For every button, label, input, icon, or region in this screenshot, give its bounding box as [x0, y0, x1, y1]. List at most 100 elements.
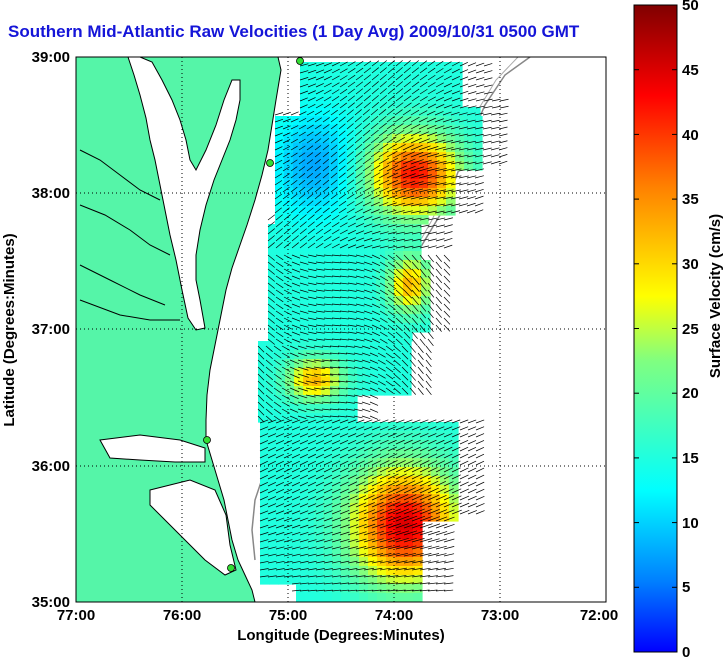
velocity-vector — [379, 523, 393, 529]
velocity-vector — [330, 165, 338, 172]
velocity-cell — [359, 467, 369, 477]
velocity-vector — [345, 359, 355, 362]
velocity-vector — [410, 144, 423, 151]
velocity-cell — [285, 341, 295, 351]
velocity-vector — [331, 524, 342, 529]
velocity-cell — [269, 467, 279, 477]
velocity-vector — [409, 380, 416, 388]
velocity-vector — [323, 96, 332, 102]
velocity-cell — [413, 548, 423, 558]
velocity-vector — [339, 215, 348, 221]
velocity-vector — [345, 401, 355, 404]
velocity-vector — [315, 338, 325, 341]
velocity-vector — [443, 474, 454, 480]
velocity-cell — [331, 305, 341, 315]
velocity-cell — [426, 98, 436, 108]
velocity-cell — [412, 260, 422, 270]
colorbar-tick-label: 25 — [682, 321, 699, 338]
velocity-vector — [435, 96, 445, 102]
velocity-cell — [329, 170, 339, 180]
velocity-vector — [402, 203, 414, 207]
velocity-cell — [385, 251, 395, 261]
velocity-cell — [305, 539, 315, 549]
velocity-vector — [339, 282, 349, 285]
velocity-vector — [347, 289, 357, 292]
velocity-vector — [331, 229, 340, 235]
velocity-vector — [371, 245, 381, 249]
velocity-cell — [331, 233, 341, 243]
velocity-vector — [411, 317, 419, 326]
velocity-cell — [302, 161, 312, 171]
velocity-cell — [403, 242, 413, 252]
velocity-vector — [306, 110, 315, 116]
velocity-cell — [386, 548, 396, 558]
velocity-vector — [411, 575, 423, 578]
velocity-vector — [322, 137, 330, 144]
velocity-cell — [376, 287, 386, 297]
velocity-vector — [387, 231, 397, 235]
velocity-vector — [474, 188, 484, 193]
velocity-cell — [376, 305, 386, 315]
velocity-vector — [427, 523, 440, 529]
velocity-cell — [449, 503, 459, 513]
velocity-cell — [390, 71, 400, 81]
velocity-vector — [257, 366, 265, 374]
velocity-vector — [443, 460, 453, 466]
velocity-vector — [339, 589, 349, 592]
velocity-vector — [369, 387, 379, 392]
velocity-cell — [312, 386, 322, 396]
velocity-cell — [295, 242, 305, 252]
velocity-vector — [371, 589, 382, 592]
velocity-vector — [490, 119, 500, 123]
velocity-cell — [408, 71, 418, 81]
velocity-cell — [395, 503, 405, 513]
velocity-cell — [314, 449, 324, 459]
velocity-vector — [475, 105, 485, 109]
velocity-vector — [347, 426, 357, 431]
velocity-vector — [450, 189, 461, 193]
velocity-vector — [443, 282, 451, 290]
velocity-vector — [275, 453, 285, 459]
velocity-vector — [305, 401, 316, 405]
velocity-cell — [377, 503, 387, 513]
velocity-vector — [402, 130, 413, 137]
velocity-vector — [346, 165, 355, 172]
velocity-vector — [322, 186, 330, 193]
velocity-vector — [482, 147, 492, 151]
velocity-cell — [399, 62, 409, 72]
velocity-vector — [315, 275, 325, 278]
velocity-vector — [395, 338, 403, 346]
velocity-cell — [341, 503, 351, 513]
velocity-vector — [321, 408, 331, 411]
velocity-vector — [306, 166, 314, 172]
velocity-cell — [381, 89, 391, 99]
velocity-vector — [387, 439, 397, 445]
velocity-cell — [404, 494, 414, 504]
velocity-vector — [321, 359, 333, 362]
velocity-vector — [274, 159, 283, 165]
velocity-vector — [322, 165, 330, 172]
velocity-vector — [393, 366, 401, 373]
velocity-cell — [404, 530, 414, 540]
velocity-cell — [260, 431, 270, 441]
velocity-vector — [442, 140, 454, 144]
velocity-cell — [322, 251, 332, 261]
velocity-vector — [403, 217, 414, 221]
velocity-cell — [340, 296, 350, 306]
velocity-vector — [347, 481, 358, 487]
velocity-vector — [443, 495, 455, 501]
velocity-vector — [450, 119, 460, 123]
velocity-cell — [437, 134, 447, 144]
velocity-cell — [268, 314, 278, 324]
velocity-vector — [363, 296, 373, 301]
velocity-cell — [332, 476, 342, 486]
velocity-cell — [294, 368, 304, 378]
velocity-cell — [260, 539, 270, 549]
velocity-vector — [323, 221, 332, 228]
velocity-vector — [394, 116, 404, 123]
velocity-vector — [299, 331, 309, 335]
velocity-cell — [455, 116, 465, 126]
velocity-cell — [404, 521, 414, 531]
velocity-vector — [435, 268, 443, 277]
velocity-vector — [329, 401, 339, 404]
